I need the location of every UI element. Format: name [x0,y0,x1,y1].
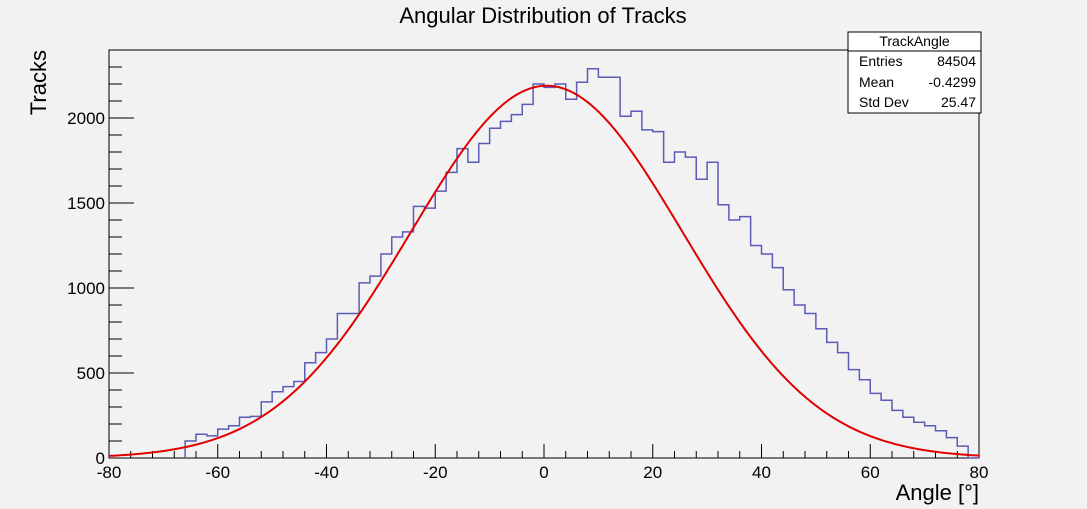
y-tick-label: 1000 [67,279,105,298]
x-axis-label: Angle [°] [896,480,979,505]
x-tick-label: 0 [539,463,548,482]
x-tick-label: 60 [861,463,880,482]
y-tick-label: 500 [77,364,105,383]
stats-mean-value: -0.4299 [929,74,977,90]
stats-box-frame [847,31,982,114]
chart-title: Angular Distribution of Tracks [399,3,686,28]
x-axis-tick-labels: -80 -60 -40 -20 0 20 40 60 80 [97,463,989,482]
x-tick-label: 40 [752,463,771,482]
x-tick-label: -60 [205,463,230,482]
y-axis-ticks [109,49,134,459]
y-axis-tick-labels: 0 500 1000 1500 2000 [67,109,105,468]
stats-mean-label: Mean [859,74,894,90]
x-tick-label: 80 [970,463,989,482]
x-tick-label: -40 [314,463,339,482]
y-tick-label: 2000 [67,109,105,128]
x-tick-label: 20 [643,463,662,482]
y-tick-label: 0 [96,449,105,468]
x-tick-label: -20 [423,463,448,482]
stats-box-title: TrackAngle [879,33,950,49]
gaussian-fit-curve [108,84,980,457]
y-tick-label: 1500 [67,194,105,213]
x-axis-ticks [108,444,980,458]
y-axis-label: Tracks [26,50,51,115]
x-tick-label: -80 [97,463,122,482]
stats-entries-label: Entries [859,53,903,69]
stats-stddev-value: 25.47 [941,94,976,110]
stats-stddev-label: Std Dev [859,94,909,110]
stats-box: TrackAngle Entries 84504 Mean -0.4299 St… [847,31,982,114]
histogram-series [184,67,979,459]
stats-entries-value: 84504 [937,53,976,69]
